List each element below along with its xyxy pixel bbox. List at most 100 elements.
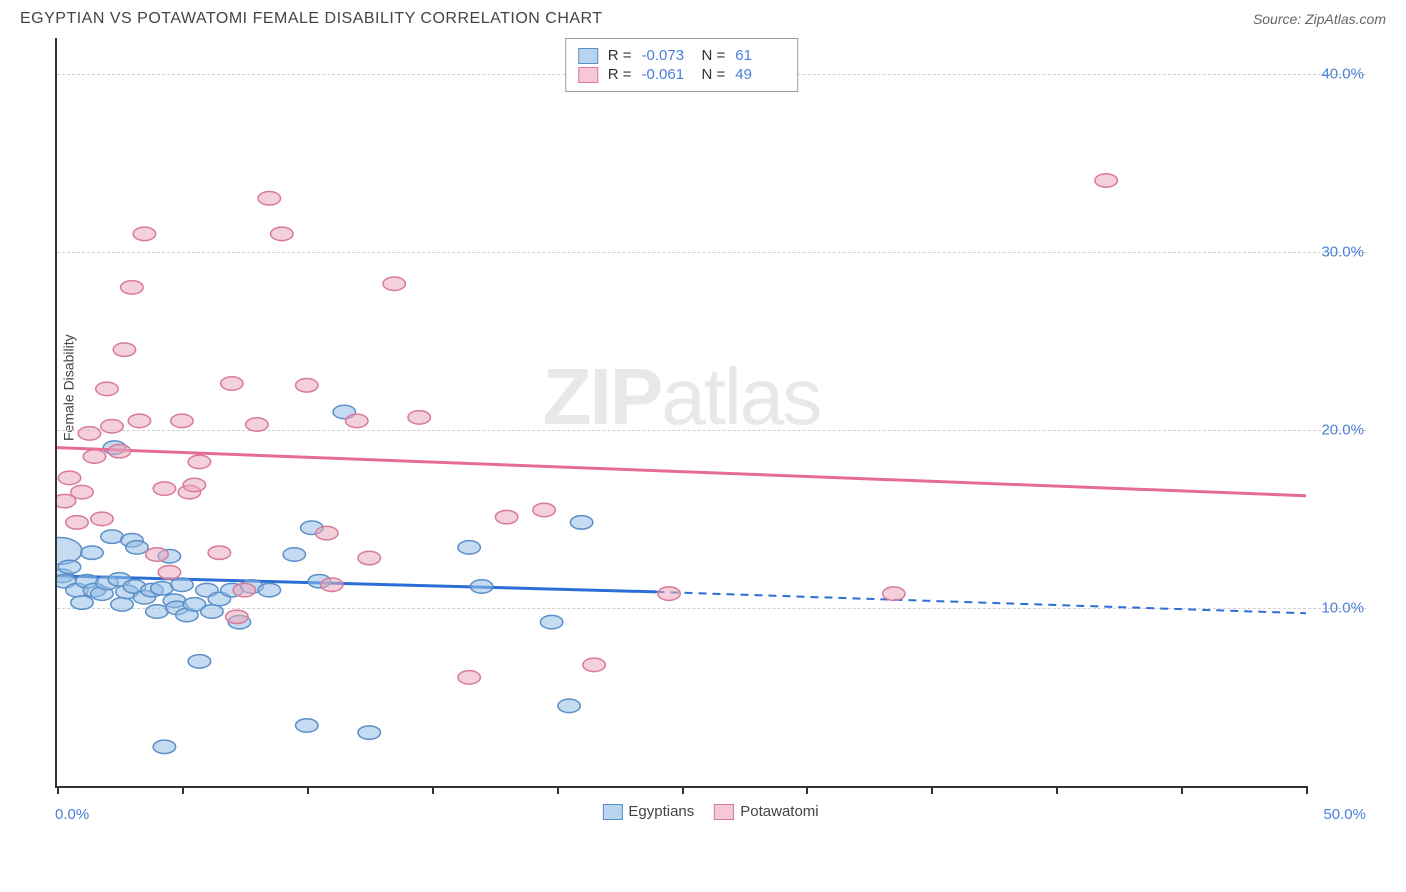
data-point: [346, 414, 368, 427]
data-point: [258, 583, 280, 596]
data-point: [233, 583, 255, 596]
data-point: [188, 455, 210, 468]
data-point: [113, 343, 135, 356]
x-tick: [1181, 786, 1183, 794]
data-point: [133, 227, 155, 240]
x-tick: [806, 786, 808, 794]
x-tick: [307, 786, 309, 794]
data-point: [108, 444, 130, 457]
data-point: [458, 671, 480, 684]
chart-container: Female Disability ZIPatlas R = -0.073 N …: [55, 38, 1366, 828]
data-point: [121, 281, 143, 294]
legend-series: Egyptians Potawatomi: [602, 803, 818, 820]
data-point: [126, 541, 148, 554]
legend-stats: R = -0.073 N = 61 R = -0.061 N = 49: [565, 38, 799, 92]
data-point: [495, 510, 517, 523]
data-point: [66, 516, 88, 529]
x-tick: [1306, 786, 1308, 794]
x-tick: [931, 786, 933, 794]
data-point: [183, 478, 205, 491]
data-point: [128, 414, 150, 427]
data-point: [78, 427, 100, 440]
data-point: [58, 471, 80, 484]
data-point: [296, 719, 318, 732]
data-point: [321, 578, 343, 591]
data-point: [208, 546, 230, 559]
data-point: [540, 615, 562, 628]
data-point: [1095, 174, 1117, 187]
data-point: [271, 227, 293, 240]
scatter-plot-svg: [57, 38, 1306, 786]
legend-swatch: [578, 67, 598, 83]
data-point: [81, 546, 103, 559]
data-point: [171, 414, 193, 427]
data-point: [358, 551, 380, 564]
data-point: [101, 420, 123, 433]
n-label: N =: [702, 66, 726, 83]
legend-label: Egyptians: [628, 803, 694, 820]
data-point: [146, 605, 168, 618]
legend-stat-row: R = -0.073 N = 61: [578, 47, 786, 64]
legend-item: Egyptians: [602, 803, 694, 820]
y-tick-label: 30.0%: [1321, 243, 1364, 260]
legend-swatch: [602, 804, 622, 820]
data-point: [71, 596, 93, 609]
legend-swatch: [578, 48, 598, 64]
data-point: [226, 610, 248, 623]
data-point: [101, 530, 123, 543]
chart-title: EGYPTIAN VS POTAWATOMI FEMALE DISABILITY…: [20, 10, 603, 28]
source-label: Source: ZipAtlas.com: [1253, 11, 1386, 27]
legend-stat-row: R = -0.061 N = 49: [578, 66, 786, 83]
r-label: R =: [608, 66, 632, 83]
data-point: [188, 655, 210, 668]
data-point: [201, 605, 223, 618]
trend-line-extrapolated: [657, 592, 1306, 613]
data-point: [883, 587, 905, 600]
data-point: [153, 482, 175, 495]
r-value: -0.061: [642, 66, 692, 83]
r-label: R =: [608, 47, 632, 64]
legend-label: Potawatomi: [740, 803, 818, 820]
y-tick-label: 20.0%: [1321, 421, 1364, 438]
x-max-label: 50.0%: [1323, 806, 1366, 823]
data-point: [146, 548, 168, 561]
data-point: [153, 740, 175, 753]
data-point: [583, 658, 605, 671]
plot-area: ZIPatlas R = -0.073 N = 61 R = -0.061 N …: [55, 38, 1306, 788]
data-point: [91, 512, 113, 525]
data-point: [221, 377, 243, 390]
data-point: [171, 578, 193, 591]
legend-swatch: [714, 804, 734, 820]
data-point: [408, 411, 430, 424]
x-tick: [682, 786, 684, 794]
data-point: [83, 450, 105, 463]
data-point: [96, 382, 118, 395]
data-point: [316, 526, 338, 539]
n-value: 49: [735, 66, 785, 83]
data-point: [151, 582, 173, 595]
data-point: [358, 726, 380, 739]
legend-item: Potawatomi: [714, 803, 818, 820]
data-point: [58, 560, 80, 573]
data-point: [111, 598, 133, 611]
data-point: [570, 516, 592, 529]
data-point: [283, 548, 305, 561]
x-tick: [57, 786, 59, 794]
n-label: N =: [702, 47, 726, 64]
data-point: [458, 541, 480, 554]
y-tick-label: 40.0%: [1321, 65, 1364, 82]
r-value: -0.073: [642, 47, 692, 64]
x-tick: [432, 786, 434, 794]
y-tick-label: 10.0%: [1321, 599, 1364, 616]
data-point: [383, 277, 405, 290]
data-point: [246, 418, 268, 431]
x-min-label: 0.0%: [55, 806, 89, 823]
x-tick: [1056, 786, 1058, 794]
data-point: [533, 503, 555, 516]
x-tick: [182, 786, 184, 794]
trend-line: [57, 448, 1306, 496]
x-tick: [557, 786, 559, 794]
data-point: [158, 566, 180, 579]
data-point: [71, 485, 93, 498]
data-point: [296, 379, 318, 392]
